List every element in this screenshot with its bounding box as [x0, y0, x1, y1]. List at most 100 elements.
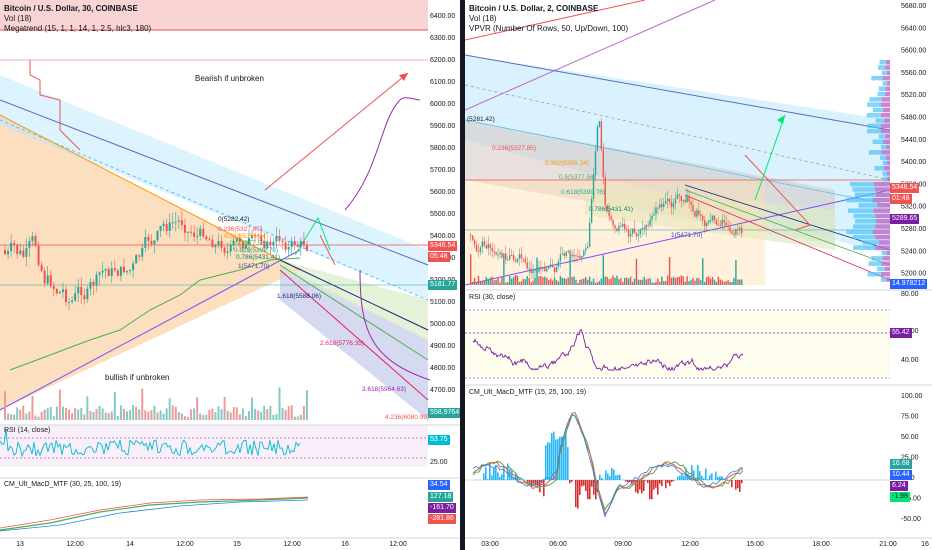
right-vpvr-up [846, 229, 873, 235]
left-volume-bar [193, 408, 196, 420]
left-volume-bar [86, 396, 89, 420]
right-macd-hist-bar [497, 472, 499, 480]
right-vpvr-down [876, 219, 890, 224]
right-volume-bar [594, 282, 597, 285]
right-vpvr-down [883, 166, 890, 171]
right-chart-canvas[interactable]: 5680.00 5640.00 5600.00 5560.00 5520.00 5480.… [465, 0, 932, 550]
right-chart-pane[interactable]: 5680.00 5640.00 5600.00 5560.00 5520.00 5480.… [465, 0, 932, 550]
right-volume-bar [470, 254, 472, 285]
right-macd-hist-bar [693, 470, 695, 480]
right-candle-body [491, 247, 493, 252]
right-vpvr-up [858, 203, 878, 208]
right-volume-bar [499, 282, 501, 285]
left-candle-body [254, 235, 257, 236]
left-price-tick: 6200.00 [430, 57, 455, 64]
right-candle-body [698, 210, 700, 215]
right-volume-bar [659, 281, 661, 285]
left-candle-body [168, 222, 171, 231]
right-macd-hist-bar [641, 480, 643, 494]
right-macd-v3: 6.24 [890, 481, 908, 491]
right-macd-hist-bar [535, 480, 537, 486]
right-candle-body [485, 245, 487, 249]
right-volume-bar [643, 276, 645, 285]
pane-divider[interactable] [460, 0, 465, 550]
right-candle-body [581, 256, 583, 259]
left-volume-bar [40, 411, 43, 420]
left-chart-canvas[interactable]: 6400.00 6300.00 6200.00 6100.00 6000.00 5900.… [0, 0, 460, 550]
right-macd-hist-bar [617, 474, 619, 480]
right-vpvr-down [885, 60, 890, 65]
right-candle-body [577, 256, 579, 258]
left-candle-body [202, 228, 205, 237]
right-candle-body [639, 229, 642, 235]
right-price-tick: 5280.00 [901, 226, 926, 233]
right-volume-bar [501, 276, 503, 285]
left-volume-bar [287, 406, 290, 420]
right-candle-body [643, 227, 645, 230]
right-macd-hist-bar [691, 465, 693, 480]
right-vpvr-down [887, 81, 890, 86]
left-candle-body [302, 240, 305, 245]
left-candle-body [205, 236, 208, 240]
left-volume-bar [211, 408, 214, 420]
left-volume-bar [205, 415, 208, 420]
right-macd-hist-bar [611, 468, 613, 480]
right-candle-body [571, 254, 573, 257]
right-candle-body [475, 244, 478, 251]
right-macd-hist-bar [533, 480, 535, 484]
right-price-tick: 5640.00 [901, 25, 926, 32]
right-volume-bar [637, 279, 640, 285]
right-volume-bar [624, 277, 626, 285]
left-volume-bar [299, 414, 302, 420]
left-candle-body [299, 240, 302, 247]
right-volume-bar [649, 278, 651, 285]
right-macd-hist-bar [643, 480, 645, 491]
right-chart-title: Bitcoin / U.S. Dollar, 2, COINBASE [469, 4, 599, 13]
left-candle-body [251, 235, 254, 239]
right-candle-body [493, 251, 495, 253]
right-volume-bar [526, 275, 528, 285]
right-macd-hist-bar [539, 480, 541, 493]
left-volume-bar [37, 416, 40, 420]
left-volume-bar [244, 416, 247, 420]
left-volume-bar [10, 414, 13, 420]
right-vpvr-up [854, 192, 876, 197]
left-candle-body [119, 266, 122, 276]
right-current-price-badge: 5346.54 [890, 183, 920, 193]
left-candle-body [275, 236, 278, 242]
right-candle-body [514, 259, 517, 262]
right-macd-tick: 25.00 [901, 455, 919, 462]
left-volume-bar [263, 405, 266, 420]
right-macd-hist-bar [653, 480, 655, 490]
left-candle-body [238, 238, 241, 243]
right-volume-bar [666, 275, 669, 285]
right-candle-body [645, 224, 647, 230]
right-candle-body [704, 220, 706, 226]
right-candle-body [528, 268, 530, 270]
left-volume-bar [71, 413, 74, 420]
right-volume-bar [538, 276, 540, 285]
right-volume-bar [516, 275, 519, 285]
right-volume-bar [612, 275, 614, 285]
right-vpvr-up [871, 75, 883, 81]
right-volume-bar [647, 278, 649, 285]
right-macd-hist-bar [683, 475, 685, 480]
left-candle-body [49, 275, 52, 287]
left-chart-pane[interactable]: 6400.00 6300.00 6200.00 6100.00 6000.00 5900.… [0, 0, 460, 550]
right-vpvr-down [880, 113, 890, 118]
right-candle-body [653, 214, 655, 216]
left-candle-body [193, 232, 196, 237]
right-macd-tick: 100.00 [901, 393, 923, 400]
right-candle-body [727, 225, 729, 228]
right-volume-bar [670, 277, 673, 285]
left-candle-body [61, 289, 64, 292]
right-macd-hist-bar [503, 466, 505, 480]
right-volume-bar [709, 278, 712, 285]
left-candle-body [28, 240, 31, 248]
right-macd-hist-bar [553, 431, 555, 480]
right-candle-body [590, 198, 593, 223]
right-volume-bar [610, 278, 612, 285]
right-macd-label: CM_Ult_MacD_MTF (15, 25, 100, 19) [469, 389, 587, 396]
right-vpvr-up [872, 107, 884, 113]
left-fib-label: 1.618(5588.06) [277, 293, 322, 300]
